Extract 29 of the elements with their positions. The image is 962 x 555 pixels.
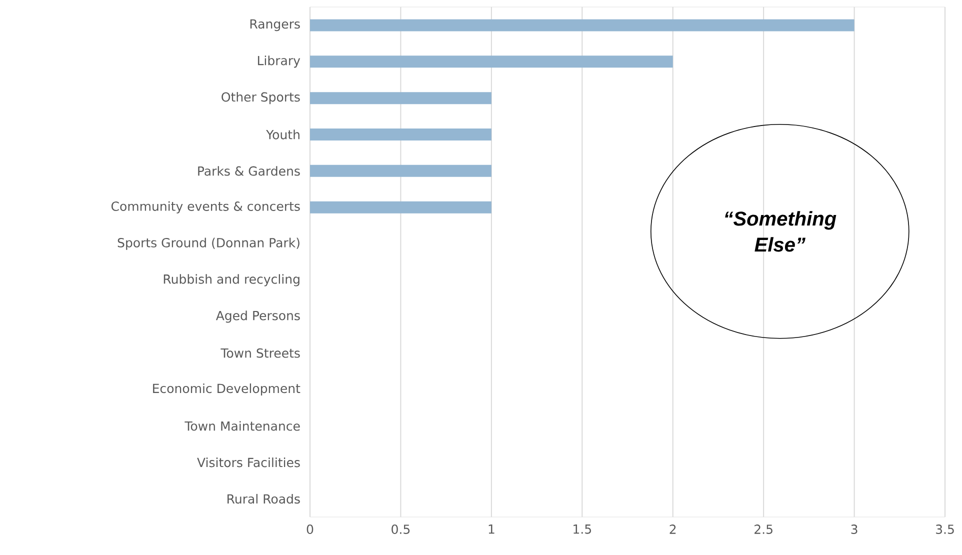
- y-tick-label: Town Maintenance: [184, 421, 300, 431]
- x-tick-label: 3.5: [936, 524, 954, 534]
- x-tick-label: 0.5: [392, 524, 410, 534]
- y-tick-label: Sports Ground (Donnan Park): [118, 238, 300, 250]
- x-tick-label: 0: [306, 524, 314, 534]
- y-tick-label: Community events & concerts: [111, 201, 300, 214]
- annotation: “Something Else”: [725, 211, 836, 252]
- x-tick-label: 2: [670, 524, 676, 534]
- y-tick-label: Parks & Gardens: [198, 166, 300, 176]
- bar: [310, 128, 492, 141]
- x-tick-label: 3: [851, 524, 858, 534]
- bar: [310, 201, 492, 214]
- y-tick-label: Youth: [266, 130, 300, 140]
- y-tick-label: Library: [258, 56, 300, 68]
- bar: [310, 164, 492, 177]
- y-tick-label: Town Streets: [220, 348, 300, 358]
- y-tick-label: Economic Development: [153, 383, 300, 396]
- y-tick-label: Aged Persons: [216, 310, 300, 323]
- bar: [310, 56, 673, 68]
- bar: [310, 19, 854, 32]
- y-tick-label: Rubbish and recycling: [164, 274, 300, 286]
- x-tick-label: 2.5: [754, 524, 772, 534]
- y-tick-label: Rangers: [250, 19, 300, 32]
- y-tick-label: Visitors Facilities: [197, 458, 300, 468]
- bar: [310, 92, 492, 104]
- y-tick-label: Rural Roads: [228, 494, 300, 504]
- x-tick-label: 1: [488, 524, 494, 534]
- x-tick-label: 1.5: [574, 524, 591, 534]
- y-tick-label: Other Sports: [222, 92, 300, 104]
